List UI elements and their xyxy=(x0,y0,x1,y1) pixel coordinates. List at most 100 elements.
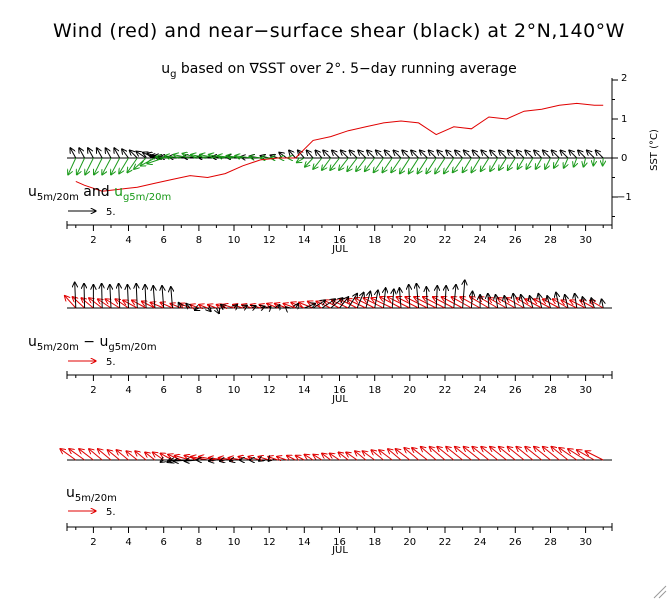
panel3-tick-label-28: 28 xyxy=(544,537,557,548)
p2-shear-vector-18 xyxy=(234,305,237,308)
p1-shear-vector-56 xyxy=(560,150,569,159)
resize-grip-icon[interactable] xyxy=(653,585,667,599)
p2-shear-vector-16 xyxy=(216,308,219,314)
panel2-tick-label-2: 2 xyxy=(90,385,96,396)
p2-shear-vector-39 xyxy=(416,283,418,309)
p3-wind-vector-56 xyxy=(551,447,569,461)
panel2-shear-vectors xyxy=(75,280,604,314)
p2-wind-vector-40 xyxy=(405,297,428,309)
panel3-legend: u5m/20m xyxy=(66,485,117,504)
panel2-tick-label-16: 16 xyxy=(333,385,346,396)
p2-shear-vector-11 xyxy=(171,287,173,309)
p3-wind-vector-8 xyxy=(135,451,147,461)
p3-wind-vector-27 xyxy=(304,454,314,461)
p1-shear-vector-31 xyxy=(341,150,349,159)
p3-wind-vector-60 xyxy=(585,451,604,461)
p2-shear-vector-22 xyxy=(269,306,271,308)
panel2-tick-label-4: 4 xyxy=(125,385,131,396)
p2-wind-vector-3 xyxy=(89,298,103,309)
p1-geo-vector-3 xyxy=(94,157,103,175)
p2-shear-vector-41 xyxy=(436,286,437,309)
p1-geo-vector-21 xyxy=(249,157,261,158)
p1-shear-vector-54 xyxy=(543,150,551,159)
p3-wind-vector-54 xyxy=(534,447,551,461)
p3-wind-vector-34 xyxy=(362,451,375,461)
p2-wind-vector-38 xyxy=(387,297,411,309)
panel3-ref-value: 5. xyxy=(106,507,116,518)
panel3-tick-label-4: 4 xyxy=(125,537,131,548)
p1-geo-vector-38 xyxy=(400,157,411,174)
p2-shear-vector-52 xyxy=(530,296,533,309)
p3-wind-vector-28 xyxy=(313,454,323,461)
p1-shear-vector-38 xyxy=(402,150,411,159)
p2-shear-vector-40 xyxy=(426,287,427,309)
p1-geo-vector-26 xyxy=(297,158,305,163)
p2-shear-vector-31 xyxy=(347,293,357,309)
p2-shear-vector-9 xyxy=(153,286,155,309)
panel3-tick-label-10: 10 xyxy=(228,537,241,548)
p1-shear-vector-52 xyxy=(525,150,534,159)
p1-shear-vector-46 xyxy=(472,150,481,159)
p1-geo-vector-0 xyxy=(68,157,77,175)
sst-tick-m1: −1 xyxy=(617,192,632,203)
p2-shear-vector-0 xyxy=(75,282,76,309)
panel1-tick-label-12: 12 xyxy=(263,235,276,246)
p2-shear-vector-51 xyxy=(521,295,524,309)
p1-geo-vector-4 xyxy=(102,157,112,175)
p1-shear-vector-29 xyxy=(323,150,332,159)
p1-shear-vector-26 xyxy=(298,150,305,159)
p2-shear-vector-48 xyxy=(496,295,498,309)
p1-geo-vector-40 xyxy=(417,157,428,174)
panel1-tick-label-24: 24 xyxy=(474,235,487,246)
figure-subtitle: ug based on ∇SST over 2°. 5−day running … xyxy=(161,61,517,80)
p3-wind-vector-9 xyxy=(145,452,156,461)
panel3-wind-vectors xyxy=(60,447,604,461)
panel1-legend: u5m/20m and ug5m/20m xyxy=(28,184,171,203)
p3-wind-vector-36 xyxy=(379,450,393,461)
p1-geo-vector-28 xyxy=(313,157,323,169)
panel3-tick-label-26: 26 xyxy=(509,537,522,548)
p1-geo-vector-44 xyxy=(453,157,464,173)
panel3-tick-label-30: 30 xyxy=(579,537,592,548)
p2-shear-vector-1 xyxy=(84,283,85,309)
p1-geo-vector-1 xyxy=(77,157,86,175)
panel-wind: u5m/20m 5. 2 4 6 8 10 12 14 16 18 20 22 24 26 28 30 JU… xyxy=(60,447,613,556)
panel1-tick-label-8: 8 xyxy=(196,235,202,246)
p3-wind-vector-24 xyxy=(277,457,287,460)
p3-wind-vector-43 xyxy=(437,447,455,461)
p2-shear-vector-5 xyxy=(119,283,120,309)
panel1-month-label: JUL xyxy=(331,244,348,255)
p1-geo-vector-48 xyxy=(490,157,499,171)
p2-wind-vector-55 xyxy=(543,299,560,309)
panel2-tick-label-6: 6 xyxy=(161,385,167,396)
p1-shear-vector-6 xyxy=(122,149,129,159)
p1-shear-vector-59 xyxy=(587,150,595,159)
p1-geo-vector-34 xyxy=(365,157,376,171)
panel1-ref-value: 5. xyxy=(106,207,116,218)
p1-shear-vector-43 xyxy=(446,150,455,159)
p3-wind-vector-46 xyxy=(463,447,481,461)
p2-wind-vector-7 xyxy=(123,300,138,309)
p2-shear-vector-17 xyxy=(221,305,226,308)
p3-wind-vector-33 xyxy=(355,451,367,461)
panel3-shear-vectors xyxy=(160,460,269,462)
panel3-tick-label-18: 18 xyxy=(368,537,381,548)
p2-shear-vector-44 xyxy=(463,280,465,309)
panel2-tick-label-22: 22 xyxy=(439,385,452,396)
p2-shear-vector-45 xyxy=(471,291,472,309)
p3-wind-vector-7 xyxy=(126,451,138,461)
p2-shear-vector-30 xyxy=(339,297,349,309)
p1-geo-vector-30 xyxy=(330,157,340,170)
p3-wind-vector-55 xyxy=(543,447,560,461)
p1-shear-vector-53 xyxy=(534,150,543,159)
p1-shear-vector-8 xyxy=(136,151,147,159)
panel2-tick-label-26: 26 xyxy=(509,385,522,396)
panel1-x-axis: 2 4 6 8 10 12 14 16 18 20 22 24 26 28 30 xyxy=(66,221,613,246)
p2-wind-vector-5 xyxy=(105,299,120,309)
p2-shear-vector-10 xyxy=(162,286,164,309)
p1-geo-vector-47 xyxy=(481,157,490,171)
p2-wind-vector-57 xyxy=(561,300,578,309)
p2-shear-vector-6 xyxy=(127,285,128,309)
panel1-tick-label-18: 18 xyxy=(368,235,381,246)
p3-wind-vector-31 xyxy=(338,452,349,461)
